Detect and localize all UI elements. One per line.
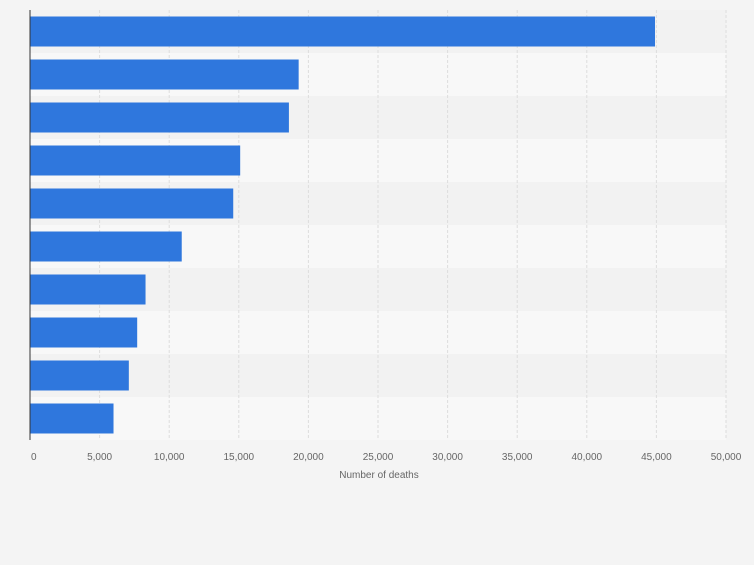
bar[interactable] (30, 360, 129, 391)
x-tick-label: 30,000 (432, 452, 463, 463)
bar[interactable] (30, 102, 289, 133)
bar[interactable] (30, 188, 234, 219)
x-tick-label: 0 (31, 452, 37, 463)
x-tick-label: 45,000 (641, 452, 672, 463)
bar[interactable] (30, 59, 299, 90)
x-tick-label: 5,000 (87, 452, 112, 463)
bar[interactable] (30, 16, 656, 47)
bar[interactable] (30, 403, 114, 434)
bar[interactable] (30, 145, 241, 176)
x-tick-label: 35,000 (502, 452, 533, 463)
row-band (30, 397, 726, 440)
x-tick-label: 25,000 (363, 452, 394, 463)
x-axis-label: Number of deaths (339, 470, 419, 481)
x-tick-label: 20,000 (293, 452, 324, 463)
x-tick-labels: 0 5,000 10,000 15,000 20,000 25,000 30,000 35,0… (31, 452, 742, 463)
bar[interactable] (30, 231, 182, 262)
x-tick-label: 40,000 (572, 452, 603, 463)
x-tick-label: 10,000 (154, 452, 185, 463)
bars (30, 16, 656, 434)
x-tick-label: 50,000 (711, 452, 742, 463)
bar[interactable] (30, 317, 138, 348)
x-tick-label: 15,000 (224, 452, 255, 463)
bar[interactable] (30, 274, 146, 305)
